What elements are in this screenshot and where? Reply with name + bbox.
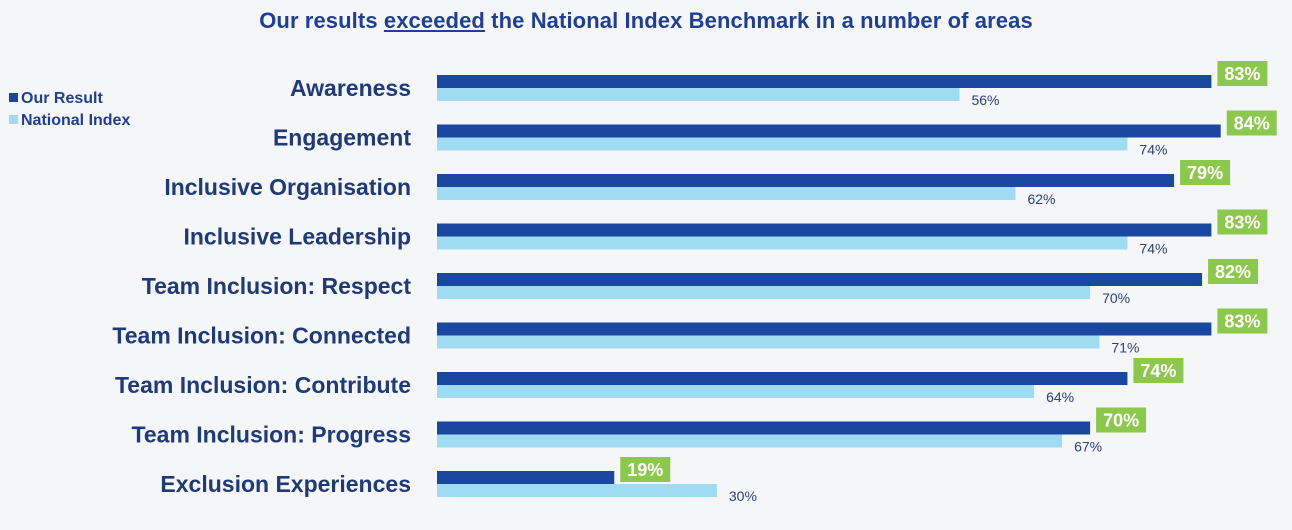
value-label-national-index-inclusive-leadership: 74% <box>1139 241 1167 257</box>
bar-national-index-inclusive-leadership <box>437 236 1128 250</box>
title-text-after: the National Index Benchmark in a number… <box>484 8 1033 33</box>
value-label-national-index-engagement: 74% <box>1139 142 1167 158</box>
bar-national-index-engagement <box>437 137 1128 151</box>
value-label-our-result-team-inclusion-connected: 83% <box>1224 312 1260 332</box>
category-label-inclusive-leadership: Inclusive Leadership <box>183 224 411 250</box>
value-label-our-result-inclusive-leadership: 83% <box>1224 213 1260 233</box>
bar-our-result-team-inclusion-respect <box>437 273 1203 286</box>
category-label-awareness: Awareness <box>290 75 411 101</box>
title-emphasis: exceeded <box>383 8 485 33</box>
value-label-national-index-team-inclusion-progress: 67% <box>1074 439 1102 455</box>
value-box-our-result-awareness <box>1217 61 1268 86</box>
value-box-our-result-team-inclusion-progress <box>1096 407 1147 433</box>
category-label-team-inclusion-respect: Team Inclusion: Respect <box>142 273 412 299</box>
value-label-our-result-team-inclusion-progress: 70% <box>1103 411 1139 431</box>
value-label-our-result-awareness: 83% <box>1224 64 1260 84</box>
bar-national-index-exclusion-experiences <box>437 484 717 497</box>
value-label-national-index-team-inclusion-connected: 71% <box>1111 340 1139 356</box>
value-box-our-result-team-inclusion-contribute <box>1133 358 1184 383</box>
category-label-team-inclusion-progress: Team Inclusion: Progress <box>132 422 411 448</box>
bar-national-index-awareness <box>437 88 960 101</box>
bar-our-result-team-inclusion-connected <box>437 322 1212 336</box>
bar-national-index-team-inclusion-contribute <box>437 385 1035 398</box>
value-box-our-result-exclusion-experiences <box>620 457 671 482</box>
category-label-team-inclusion-connected: Team Inclusion: Connected <box>112 323 411 349</box>
legend-swatch-national-index <box>9 115 18 124</box>
value-label-our-result-team-inclusion-respect: 82% <box>1215 262 1251 282</box>
value-label-our-result-team-inclusion-contribute: 74% <box>1140 361 1176 381</box>
bar-our-result-exclusion-experiences <box>437 471 615 484</box>
value-box-our-result-team-inclusion-connected <box>1217 308 1268 334</box>
legend-label-national-index: National Index <box>21 112 131 129</box>
title-text-before: Our results <box>259 8 384 33</box>
bar-our-result-awareness <box>437 75 1212 88</box>
category-label-exclusion-experiences: Exclusion Experiences <box>160 471 411 497</box>
value-box-our-result-engagement <box>1226 110 1277 136</box>
value-label-national-index-inclusive-organisation: 62% <box>1027 191 1055 207</box>
legend-label-our-result: Our Result <box>21 90 103 107</box>
value-label-our-result-exclusion-experiences: 19% <box>627 460 663 480</box>
value-label-national-index-awareness: 56% <box>971 92 999 108</box>
value-label-national-index-team-inclusion-contribute: 64% <box>1046 389 1074 405</box>
value-label-our-result-inclusive-organisation: 79% <box>1187 163 1223 183</box>
category-label-inclusive-organisation: Inclusive Organisation <box>164 174 411 200</box>
value-label-national-index-team-inclusion-respect: 70% <box>1102 290 1130 306</box>
bar-national-index-inclusive-organisation <box>437 187 1016 200</box>
category-label-engagement: Engagement <box>273 125 411 151</box>
legend: Our Result National Index <box>9 88 130 132</box>
bar-our-result-inclusive-organisation <box>437 174 1175 187</box>
bar-our-result-team-inclusion-progress <box>437 421 1091 435</box>
value-label-our-result-engagement: 84% <box>1234 114 1270 134</box>
value-box-our-result-inclusive-leadership <box>1217 209 1268 235</box>
bar-national-index-team-inclusion-respect <box>437 286 1091 299</box>
chart-title: Our results exceeded the National Index … <box>0 8 1292 34</box>
category-label-team-inclusion-contribute: Team Inclusion: Contribute <box>115 372 411 398</box>
legend-item-our-result: Our Result <box>9 88 130 110</box>
legend-swatch-our-result <box>9 93 18 102</box>
bar-our-result-team-inclusion-contribute <box>437 372 1128 385</box>
value-box-our-result-inclusive-organisation <box>1180 160 1231 185</box>
value-box-our-result-team-inclusion-respect <box>1208 259 1259 284</box>
value-label-national-index-exclusion-experiences: 30% <box>729 488 757 504</box>
bar-national-index-team-inclusion-progress <box>437 434 1063 448</box>
legend-item-national-index: National Index <box>9 110 130 132</box>
bar-our-result-inclusive-leadership <box>437 223 1212 237</box>
bar-our-result-engagement <box>437 124 1221 138</box>
bar-national-index-team-inclusion-connected <box>437 335 1100 349</box>
